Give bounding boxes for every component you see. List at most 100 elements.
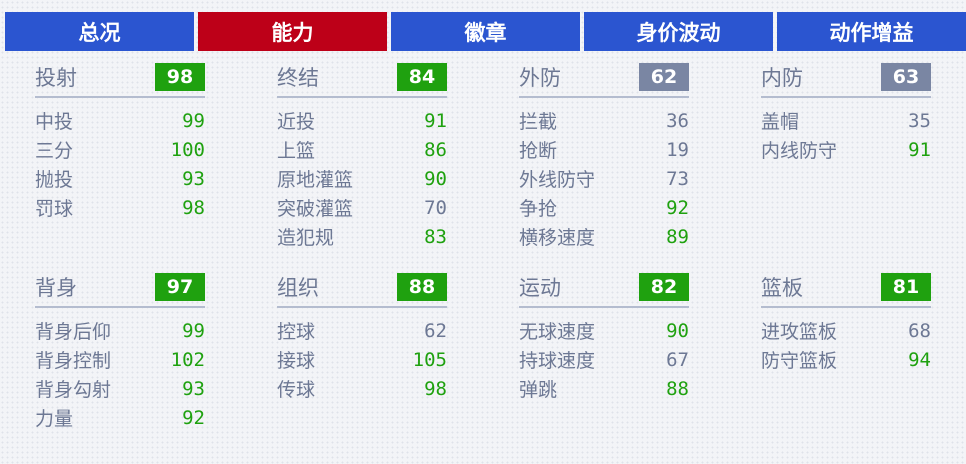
stat-row: 拦截 36 — [519, 106, 689, 135]
section-score-badge: 81 — [881, 273, 931, 301]
section-header: 篮板 81 — [761, 272, 931, 308]
stat-row: 原地灌篮 90 — [277, 164, 447, 193]
stat-label: 持球速度 — [519, 350, 596, 372]
stat-value: 98 — [424, 377, 447, 400]
stat-row: 抛投 93 — [35, 164, 205, 193]
stat-label: 争抢 — [519, 198, 558, 220]
stat-value: 91 — [908, 138, 931, 161]
stat-label: 背身控制 — [35, 350, 112, 372]
section-header: 终结 84 — [277, 62, 447, 98]
section-header: 投射 98 — [35, 62, 205, 98]
stat-label: 背身勾射 — [35, 379, 112, 401]
stat-row: 持球速度 67 — [519, 345, 689, 374]
section-score-badge: 62 — [639, 63, 689, 91]
section-header: 运动 82 — [519, 272, 689, 308]
stat-label: 防守篮板 — [761, 350, 838, 372]
stat-row: 争抢 92 — [519, 193, 689, 222]
stat-row: 横移速度 89 — [519, 222, 689, 251]
stat-label: 传球 — [277, 379, 316, 401]
section-score-badge: 84 — [397, 63, 447, 91]
stat-value: 35 — [908, 109, 931, 132]
stat-label: 突破灌篮 — [277, 198, 354, 220]
stat-value: 89 — [666, 225, 689, 248]
stat-row: 内线防守 91 — [761, 135, 931, 164]
stat-label: 造犯规 — [277, 227, 335, 249]
stat-label: 力量 — [35, 408, 74, 430]
section-header: 组织 88 — [277, 272, 447, 308]
stat-label: 无球速度 — [519, 321, 596, 343]
stat-row: 背身控制 102 — [35, 345, 205, 374]
stat-value: 73 — [666, 167, 689, 190]
stat-row: 控球 62 — [277, 316, 447, 345]
attribute-section: 组织 88 控球 62 接球 105 传球 98 — [277, 272, 447, 403]
stat-value: 102 — [170, 348, 205, 371]
tab-overview[interactable]: 总况 — [5, 12, 194, 51]
stat-row: 突破灌篮 70 — [277, 193, 447, 222]
section-title: 运动 — [519, 276, 561, 300]
stat-value: 92 — [666, 196, 689, 219]
stat-label: 接球 — [277, 350, 316, 372]
tab-badges[interactable]: 徽章 — [391, 12, 580, 51]
stat-value: 86 — [424, 138, 447, 161]
stat-label: 上篮 — [277, 140, 316, 162]
stat-row: 近投 91 — [277, 106, 447, 135]
tab-ability[interactable]: 能力 — [198, 12, 387, 51]
section-score-badge: 97 — [155, 273, 205, 301]
section-title: 背身 — [35, 276, 77, 300]
stat-row: 造犯规 83 — [277, 222, 447, 251]
stat-label: 背身后仰 — [35, 321, 112, 343]
stat-value: 91 — [424, 109, 447, 132]
stat-label: 内线防守 — [761, 140, 838, 162]
stat-value: 93 — [182, 377, 205, 400]
attribute-section: 终结 84 近投 91 上篮 86 原地灌篮 90 突破灌篮 70 造犯规 83 — [277, 62, 447, 251]
stat-label: 外线防守 — [519, 169, 596, 191]
section-title: 篮板 — [761, 276, 803, 300]
stat-value: 94 — [908, 348, 931, 371]
section-score-badge: 82 — [639, 273, 689, 301]
section-header: 外防 62 — [519, 62, 689, 98]
stat-value: 88 — [666, 377, 689, 400]
stat-row: 中投 99 — [35, 106, 205, 135]
tab-bar: 总况 能力 徽章 身价波动 动作增益 — [5, 12, 966, 51]
stat-value: 98 — [182, 196, 205, 219]
stat-row: 无球速度 90 — [519, 316, 689, 345]
stat-label: 横移速度 — [519, 227, 596, 249]
tab-animation-boost[interactable]: 动作增益 — [777, 12, 966, 51]
stat-label: 进攻篮板 — [761, 321, 838, 343]
stat-label: 近投 — [277, 111, 316, 133]
section-score-badge: 88 — [397, 273, 447, 301]
stat-label: 拦截 — [519, 111, 558, 133]
attribute-section: 投射 98 中投 99 三分 100 抛投 93 罚球 98 — [35, 62, 205, 222]
stat-row: 弹跳 88 — [519, 374, 689, 403]
stat-value: 99 — [182, 109, 205, 132]
attribute-section: 运动 82 无球速度 90 持球速度 67 弹跳 88 — [519, 272, 689, 403]
stat-label: 控球 — [277, 321, 316, 343]
tab-value-trend[interactable]: 身价波动 — [584, 12, 773, 51]
stat-value: 105 — [412, 348, 447, 371]
attribute-section: 外防 62 拦截 36 抢断 19 外线防守 73 争抢 92 横移速度 89 — [519, 62, 689, 251]
stat-row: 盖帽 35 — [761, 106, 931, 135]
section-title: 终结 — [277, 66, 319, 90]
section-title: 外防 — [519, 66, 561, 90]
stat-row: 三分 100 — [35, 135, 205, 164]
attribute-section: 背身 97 背身后仰 99 背身控制 102 背身勾射 93 力量 92 — [35, 272, 205, 432]
stat-value: 36 — [666, 109, 689, 132]
stat-label: 三分 — [35, 140, 74, 162]
stat-value: 19 — [666, 138, 689, 161]
stat-label: 原地灌篮 — [277, 169, 354, 191]
stat-row: 接球 105 — [277, 345, 447, 374]
stat-value: 68 — [908, 319, 931, 342]
attribute-section: 篮板 81 进攻篮板 68 防守篮板 94 — [761, 272, 931, 374]
section-title: 组织 — [277, 276, 319, 300]
stat-label: 盖帽 — [761, 111, 800, 133]
stat-label: 弹跳 — [519, 379, 558, 401]
section-score-badge: 98 — [155, 63, 205, 91]
stat-row: 进攻篮板 68 — [761, 316, 931, 345]
stat-value: 70 — [424, 196, 447, 219]
stat-row: 背身后仰 99 — [35, 316, 205, 345]
stat-row: 罚球 98 — [35, 193, 205, 222]
stat-value: 90 — [424, 167, 447, 190]
stat-value: 93 — [182, 167, 205, 190]
stat-row: 抢断 19 — [519, 135, 689, 164]
stat-row: 防守篮板 94 — [761, 345, 931, 374]
